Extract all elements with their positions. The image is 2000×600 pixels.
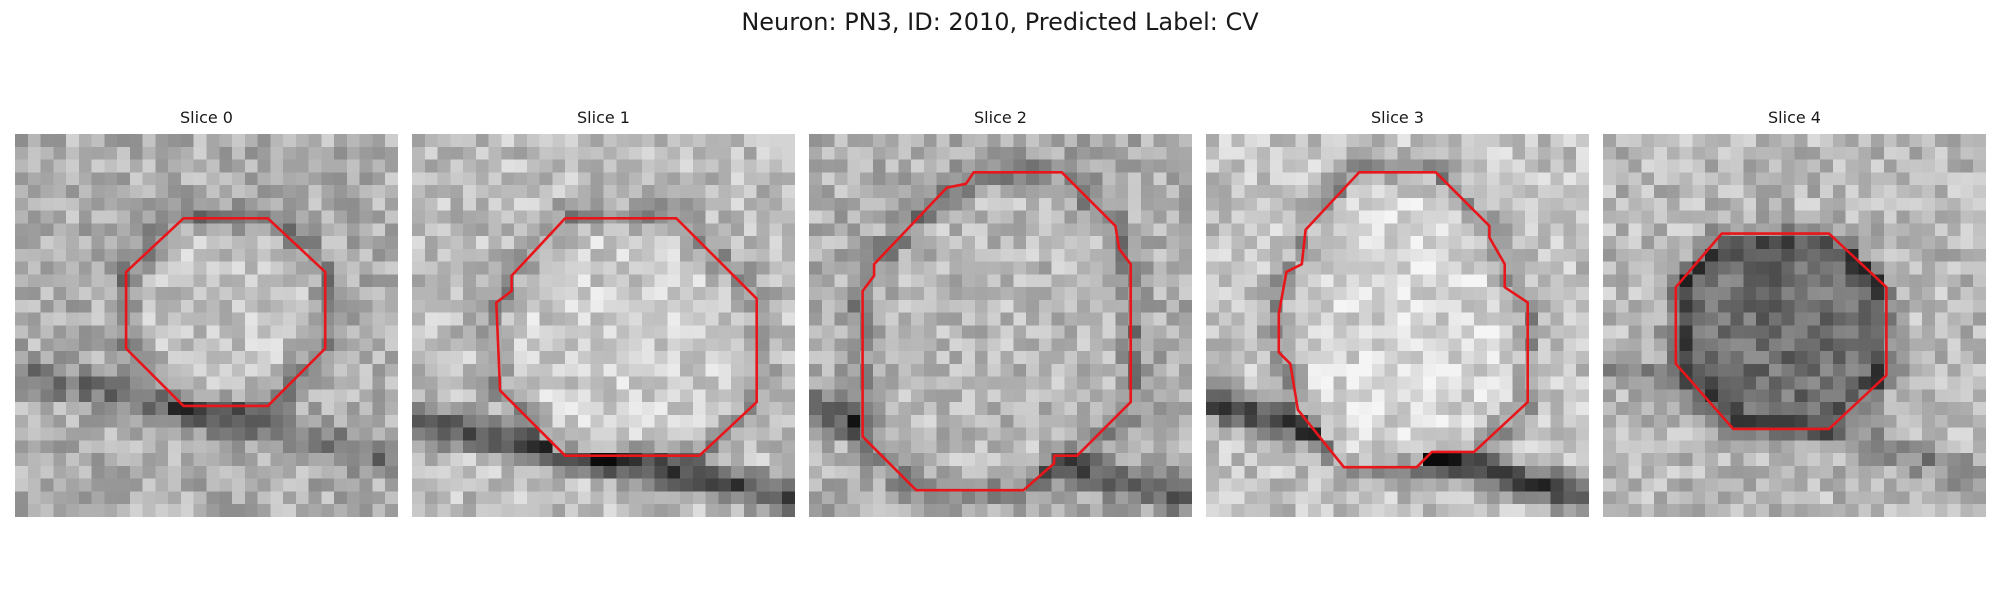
em-image	[1603, 134, 1986, 517]
em-image	[412, 134, 795, 517]
slice-panel: Slice 1	[412, 108, 795, 517]
segmentation-contour	[124, 217, 327, 408]
contour-overlay	[1277, 170, 1530, 469]
em-image	[809, 134, 1192, 517]
segmentation-contour	[495, 217, 759, 458]
segmentation-contour	[861, 170, 1133, 492]
slice-panel: Slice 3	[1206, 108, 1589, 517]
em-image	[1206, 134, 1589, 517]
contour-overlay	[124, 217, 327, 408]
slice-title: Slice 3	[1371, 108, 1424, 127]
slice-title: Slice 4	[1768, 108, 1821, 127]
segmentation-contour	[1674, 232, 1888, 431]
slice-title: Slice 1	[577, 108, 630, 127]
contour-overlay	[1674, 232, 1888, 431]
slice-panel: Slice 4	[1603, 108, 1986, 517]
slice-panel: Slice 2	[809, 108, 1192, 517]
slice-title: Slice 2	[974, 108, 1027, 127]
contour-overlay	[495, 217, 759, 458]
figure-title: Neuron: PN3, ID: 2010, Predicted Label: …	[741, 8, 1259, 36]
contour-overlay	[861, 170, 1133, 492]
slice-panel: Slice 0	[15, 108, 398, 517]
slice-title: Slice 0	[180, 108, 233, 127]
em-image	[15, 134, 398, 517]
segmentation-contour	[1277, 170, 1530, 469]
